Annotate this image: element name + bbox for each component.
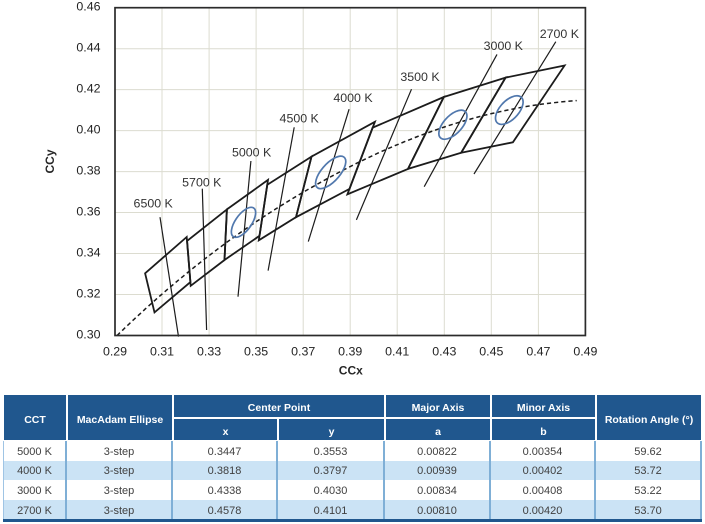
svg-text:CCx: CCx: [339, 363, 363, 377]
svg-text:0.40: 0.40: [76, 123, 100, 137]
svg-text:4000 K: 4000 K: [333, 91, 373, 105]
svg-text:0.47: 0.47: [526, 345, 550, 359]
svg-text:0.38: 0.38: [76, 164, 100, 178]
svg-text:0.41: 0.41: [385, 345, 409, 359]
svg-text:0.46: 0.46: [76, 0, 100, 14]
svg-text:0.35: 0.35: [244, 345, 268, 359]
svg-text:0.30: 0.30: [76, 328, 100, 342]
svg-text:0.36: 0.36: [76, 205, 100, 219]
svg-text:0.44: 0.44: [76, 41, 100, 55]
svg-text:0.37: 0.37: [291, 345, 315, 359]
svg-text:6500 K: 6500 K: [134, 197, 174, 211]
svg-text:0.39: 0.39: [338, 345, 362, 359]
svg-text:0.29: 0.29: [103, 345, 127, 359]
svg-text:0.42: 0.42: [76, 82, 100, 96]
svg-text:0.45: 0.45: [479, 345, 503, 359]
svg-text:3500 K: 3500 K: [400, 70, 440, 84]
svg-text:0.43: 0.43: [432, 345, 456, 359]
svg-text:5700 K: 5700 K: [182, 175, 222, 189]
svg-text:0.32: 0.32: [76, 287, 100, 301]
svg-text:2700 K: 2700 K: [540, 27, 580, 41]
svg-text:0.33: 0.33: [197, 345, 221, 359]
svg-text:5000 K: 5000 K: [232, 146, 272, 160]
svg-text:4500 K: 4500 K: [280, 112, 320, 126]
svg-text:CCy: CCy: [43, 149, 57, 173]
svg-text:0.31: 0.31: [150, 345, 174, 359]
svg-text:0.34: 0.34: [76, 246, 100, 260]
svg-text:3000 K: 3000 K: [484, 39, 524, 53]
svg-text:0.49: 0.49: [573, 345, 597, 359]
